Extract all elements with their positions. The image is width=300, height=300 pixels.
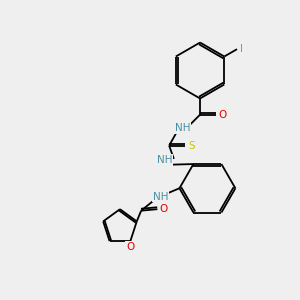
- Text: O: O: [219, 110, 227, 120]
- Text: S: S: [188, 141, 194, 151]
- Text: NH: NH: [175, 123, 190, 133]
- Text: O: O: [126, 242, 134, 252]
- Text: NH: NH: [153, 191, 168, 202]
- Text: I: I: [240, 44, 243, 54]
- Text: O: O: [160, 204, 168, 214]
- Text: NH: NH: [157, 155, 172, 165]
